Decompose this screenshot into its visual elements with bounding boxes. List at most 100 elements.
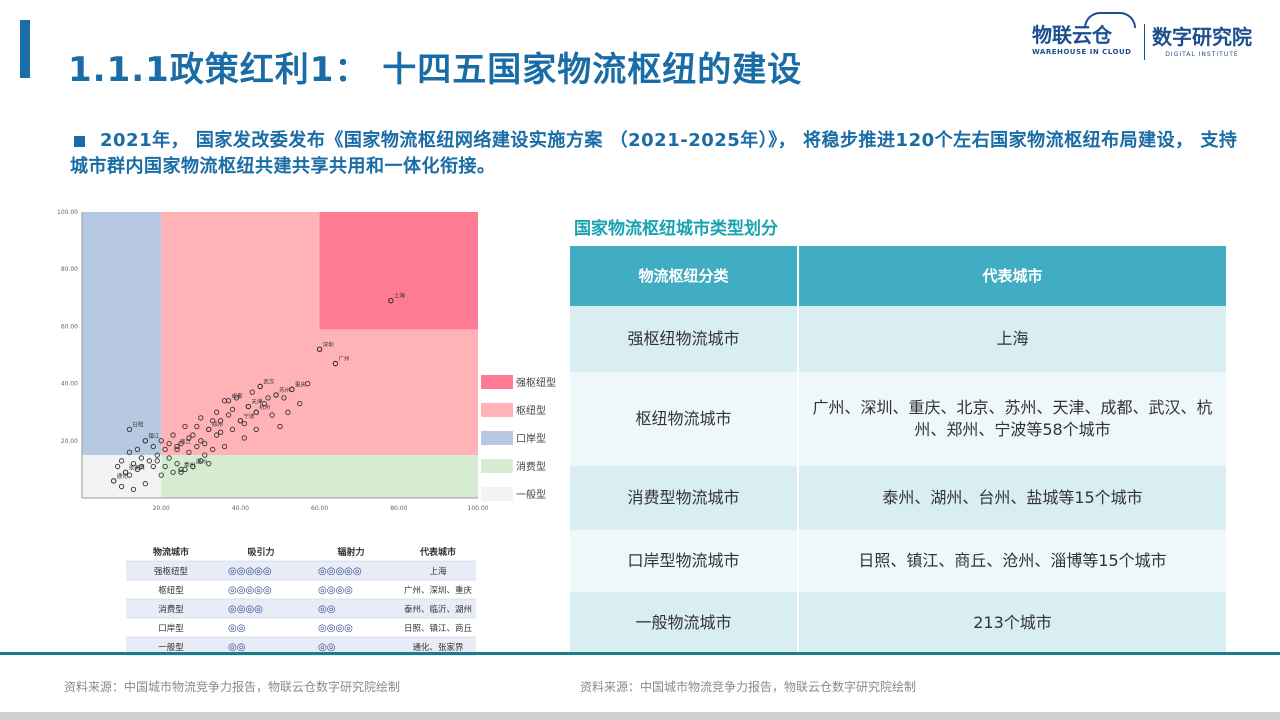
chart-point-label: 张家界 [129, 463, 146, 471]
table-row: 强枢纽物流城市 上海 [570, 306, 1226, 372]
legend-label: 口岸型 [516, 432, 546, 445]
chart-point-label: 武汉 [263, 377, 275, 385]
footer-divider [0, 652, 1280, 655]
mini-text-cell: 枢纽型 [158, 585, 184, 596]
chart-point-label: 成都 [232, 392, 244, 400]
mini-rating-cell: ◎◎◎◎◎ [318, 566, 362, 577]
chart-point-label: 郑州 [212, 420, 223, 428]
chart-point [265, 395, 271, 401]
mini-text-cell: 泰州、临沂、湖州 [404, 604, 472, 615]
chart-point-label: 上海 [394, 292, 406, 300]
table-cell-cities: 上海 [798, 306, 1226, 372]
chart-point [237, 418, 244, 424]
chart-point [174, 461, 180, 467]
chart-point [233, 395, 240, 401]
chart-point-label: 日照 [133, 421, 145, 428]
mini-row-bg [126, 618, 476, 637]
chart-point [178, 466, 184, 473]
table-header-cell: 代表城市 [798, 246, 1226, 306]
chart-point [217, 418, 224, 424]
chart-point-label: 深圳 [323, 340, 335, 348]
table-header-row: 物流枢纽分类 代表城市 [570, 246, 1226, 306]
chart-point-label: 泰州 [184, 460, 195, 468]
chart-point [150, 443, 156, 450]
chart-point [225, 412, 232, 418]
chart-point [170, 432, 176, 438]
chart-point [178, 469, 184, 475]
y-tick-label: 60.00 [61, 323, 78, 330]
mini-header-cell: 吸引力 [247, 546, 274, 558]
chart-point [269, 412, 275, 418]
x-tick-label: 60.00 [311, 505, 328, 512]
y-tick-label: 40.00 [61, 381, 78, 388]
table-cell-type: 消费型物流城市 [570, 466, 799, 530]
chart-point [158, 438, 164, 444]
chart-point-label: 宁波 [243, 412, 255, 420]
di-logo-text: 数字研究院 [1152, 25, 1252, 49]
di-logo: 数字研究院 DIGITAL INSTITUTE [1152, 26, 1252, 58]
legend-swatch [481, 403, 513, 417]
chart-point [245, 403, 251, 410]
chart-point [134, 466, 141, 473]
chart-point [138, 463, 145, 470]
mini-rating-cell: ◎◎◎◎ [228, 604, 263, 615]
chart-point [158, 472, 164, 478]
chart-point [118, 483, 125, 490]
chart-point [122, 469, 129, 475]
chart-point [388, 298, 394, 304]
chart-point [198, 415, 204, 421]
mini-text-cell: 消费型 [158, 604, 184, 615]
mini-header-cell: 代表城市 [419, 546, 456, 558]
chart-point-label: 通化 [117, 472, 129, 480]
mini-text-cell: 广州、深圳、重庆 [404, 585, 473, 596]
source-note-left: 资料来源：中国城市物流竞争力报告，物联云仓数字研究院绘制 [64, 680, 401, 694]
chart-point [229, 426, 236, 433]
y-tick-label: 20.00 [61, 438, 78, 445]
chart-point [225, 398, 232, 404]
chart-point [202, 441, 208, 447]
chart-point [182, 423, 188, 430]
table-cell-type: 一般物流城市 [570, 592, 799, 654]
chart-point [150, 463, 156, 470]
chart-point [130, 461, 137, 467]
chart-point-label: 重庆 [295, 380, 307, 388]
chart-point-label: 苏州 [279, 386, 290, 394]
y-tick-label: 100.00 [57, 209, 78, 216]
page-title: 1.1.1政策红利1： 十四五国家物流枢纽的建设 [68, 50, 803, 90]
chart-point-label: 天津 [251, 398, 263, 405]
chart-point [210, 446, 216, 453]
source-note-right: 资料来源：中国城市物流竞争力报告，物联云仓数字研究院绘制 [580, 680, 917, 694]
chart-point [213, 409, 220, 415]
chart-point [154, 458, 160, 464]
chart-zone [319, 212, 478, 330]
table-row: 口岸型物流城市 日照、镇江、商丘、沧州、淄博等15个城市 [570, 530, 1226, 592]
chart-point [134, 446, 141, 453]
mini-row-bg [126, 561, 476, 580]
chart-point [316, 346, 323, 352]
x-tick-label: 40.00 [232, 505, 249, 512]
chart-point [162, 463, 168, 470]
chart-point [202, 452, 208, 458]
table-cell-type: 强枢纽物流城市 [570, 306, 799, 372]
chart-point [253, 409, 259, 415]
mini-text-cell: 强枢纽型 [154, 566, 189, 577]
x-tick-label: 100.00 [468, 505, 489, 512]
quadrant-scatter-chart: 20.00 40.00 60.00 80.00 100.00 20.00 40.00 60.0… [57, 209, 556, 512]
chart-point [257, 383, 263, 390]
table-cell-cities: 日照、镇江、商丘、沧州、淄博等15个城市 [798, 530, 1226, 592]
logo-group: 物联云仓 WAREHOUSE IN CLOUD 数字研究院 DIGITAL IN… [1032, 12, 1268, 66]
chart-zone [161, 455, 478, 498]
mini-rating-cell: ◎◎ [318, 604, 335, 615]
chart-point-label: 杭州 [259, 403, 270, 411]
chart-point [190, 432, 196, 438]
chart-point [126, 449, 133, 455]
x-tick-label: 20.00 [153, 505, 170, 512]
chart-point [273, 392, 279, 398]
chart-point [130, 486, 137, 493]
chart-point [178, 441, 184, 447]
bullet-square-icon [74, 136, 85, 147]
chart-point [210, 418, 216, 424]
mini-header-cell: 物流城市 [153, 546, 189, 558]
